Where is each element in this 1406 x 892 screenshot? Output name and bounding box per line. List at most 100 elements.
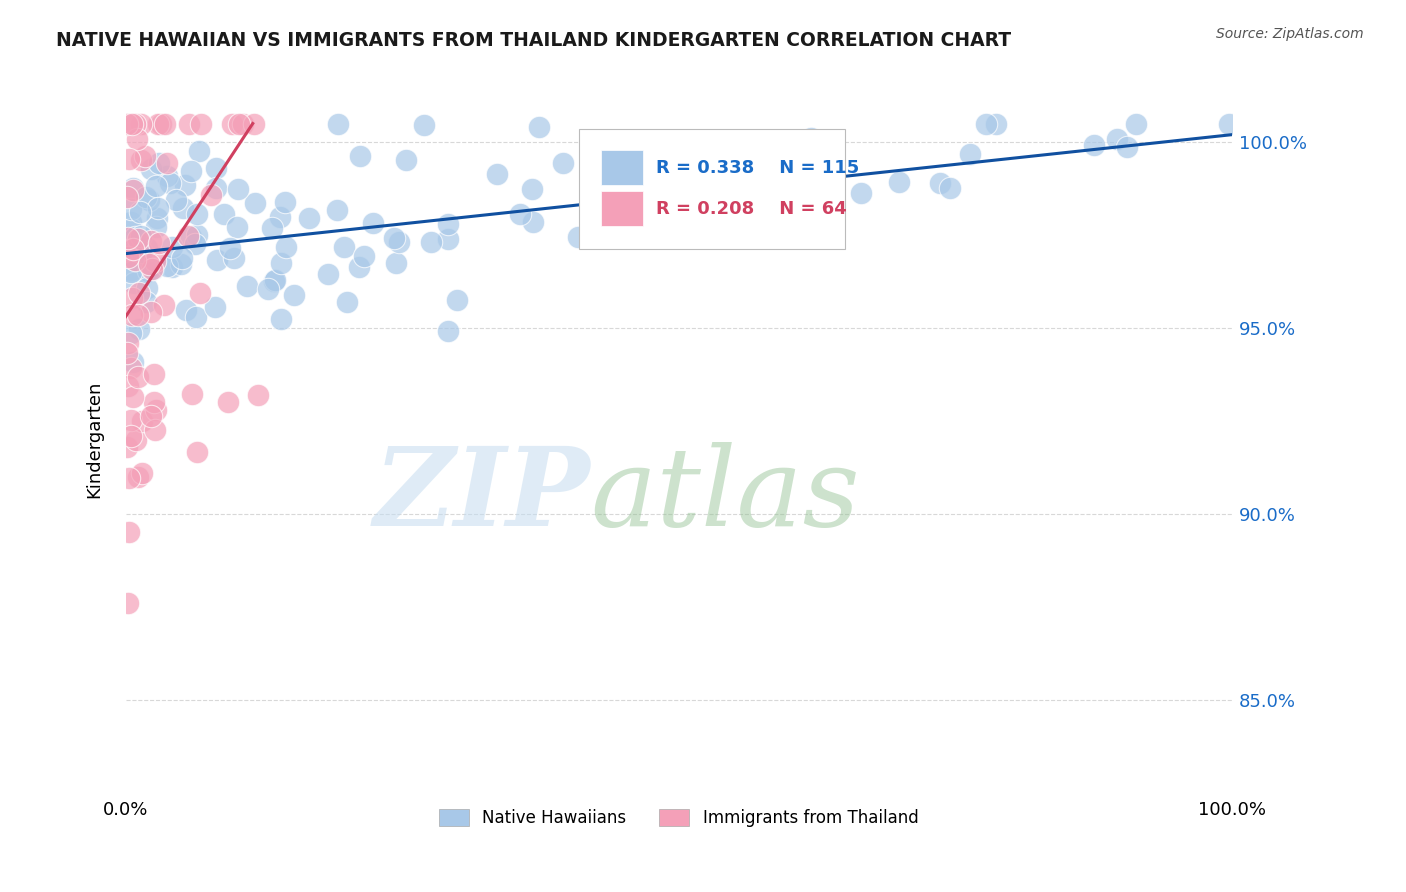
Point [929,176,952,190]
Point [776,137,799,152]
Point [145,179,167,194]
Point [180,163,202,178]
Point [298,211,321,226]
Point [361,216,384,230]
Point [226,219,249,234]
Legend: Native Hawaiians, Immigrants from Thailand: Native Hawaiians, Immigrants from Thaila… [432,802,925,834]
Point [120,361,142,376]
Point [274,195,297,210]
Point [118,525,141,540]
Point [127,469,149,483]
Point [125,433,148,447]
Point [153,298,176,312]
Point [761,194,783,209]
Point [567,230,589,244]
Point [115,189,138,203]
Point [219,241,242,255]
Point [173,178,195,192]
Point [174,302,197,317]
Text: NATIVE HAWAIIAN VS IMMIGRANTS FROM THAILAND KINDERGARTEN CORRELATION CHART: NATIVE HAWAIIAN VS IMMIGRANTS FROM THAIL… [56,31,1011,50]
Point [122,183,145,197]
Point [217,394,239,409]
Point [121,291,143,305]
Point [851,186,873,201]
Point [128,322,150,336]
Point [117,379,139,393]
Point [141,162,163,177]
Point [150,116,173,130]
Point [148,155,170,169]
Point [141,262,163,277]
Text: Source: ZipAtlas.com: Source: ZipAtlas.com [1216,27,1364,41]
Point [172,201,194,215]
Point [976,116,998,130]
Point [221,116,243,130]
Point [134,149,156,163]
Point [160,240,183,254]
Point [135,294,157,309]
Point [121,390,143,404]
Point [328,116,350,130]
Point [242,116,264,130]
Point [155,116,177,130]
Point [128,285,150,300]
Point [349,260,371,274]
Point [120,413,142,427]
Point [120,263,142,277]
Point [183,237,205,252]
Point [143,423,166,437]
Point [522,182,544,196]
Point [222,251,245,265]
Point [205,161,228,175]
Point [156,169,179,183]
Point [887,175,910,189]
Point [184,310,207,324]
Point [349,149,371,163]
Point [131,414,153,428]
Bar [602,191,643,227]
Point [188,145,211,159]
Text: R = 0.208    N = 64: R = 0.208 N = 64 [657,200,848,218]
Point [800,130,823,145]
Point [647,190,669,204]
Point [148,116,170,130]
Point [257,282,280,296]
Point [143,367,166,381]
Point [959,147,981,161]
Point [270,312,292,326]
Point [186,228,208,243]
Point [138,257,160,271]
Point [395,153,418,168]
Point [176,229,198,244]
Point [120,222,142,236]
Point [984,116,1007,130]
Point [146,201,169,215]
Point [384,231,406,245]
Point [276,240,298,254]
Point [120,214,142,228]
Point [269,211,291,225]
Point [551,156,574,170]
Point [190,116,212,130]
Point [228,116,250,130]
Point [122,276,145,290]
Point [143,395,166,409]
Point [120,202,142,216]
Point [644,196,666,211]
Point [599,230,621,244]
Point [139,234,162,248]
Point [1107,131,1129,145]
Point [139,305,162,319]
Point [188,286,211,301]
Point [326,202,349,217]
Point [205,180,228,194]
Point [247,388,270,402]
Point [117,250,139,264]
Point [117,596,139,610]
Point [129,205,152,219]
Point [131,244,153,259]
Point [120,326,142,341]
Point [143,254,166,268]
Point [121,181,143,195]
Point [131,467,153,481]
